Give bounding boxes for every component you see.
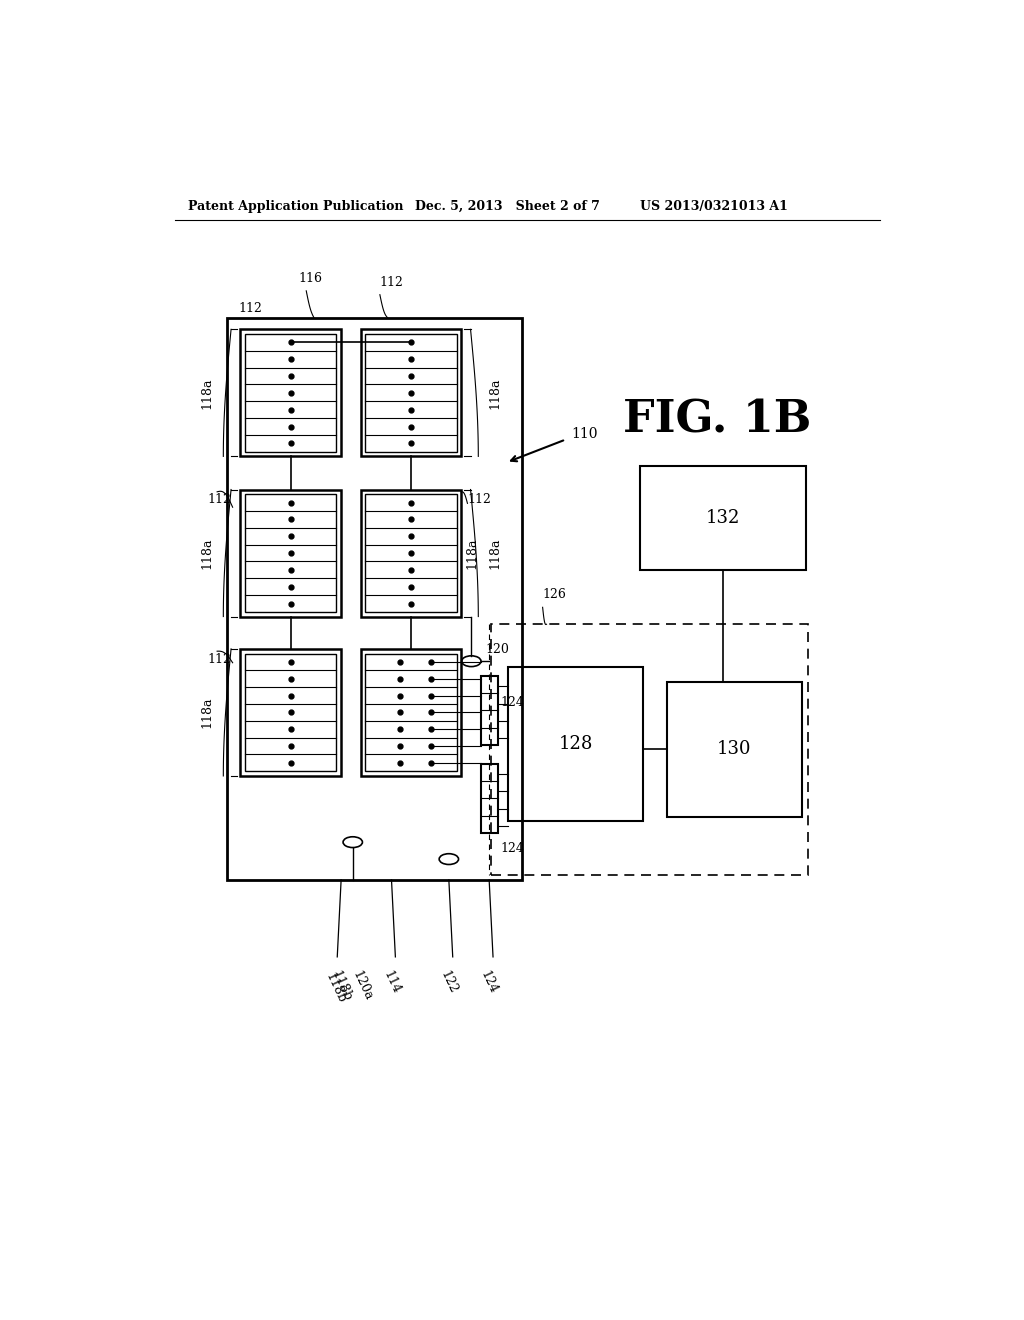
Bar <box>667 682 802 817</box>
Bar <box>245 494 337 612</box>
Bar <box>360 649 461 776</box>
Text: 120: 120 <box>485 643 509 656</box>
Bar <box>490 624 809 875</box>
Text: 118a: 118a <box>488 378 502 409</box>
Bar <box>241 490 341 616</box>
Bar <box>480 676 498 744</box>
Bar <box>245 334 337 451</box>
Text: 124: 124 <box>478 969 500 995</box>
Text: 118b: 118b <box>329 969 354 1003</box>
Text: 112: 112 <box>467 494 492 507</box>
Bar <box>508 667 643 821</box>
Text: 124: 124 <box>500 842 524 855</box>
Text: 112: 112 <box>380 276 403 289</box>
Text: 112: 112 <box>208 494 231 507</box>
Text: 124: 124 <box>500 696 524 709</box>
Text: 132: 132 <box>706 510 740 528</box>
Text: 126: 126 <box>543 589 566 601</box>
Text: 118a: 118a <box>201 537 213 569</box>
Bar <box>366 653 457 771</box>
Text: 118a: 118a <box>201 697 213 729</box>
Bar <box>360 490 461 616</box>
Bar <box>360 330 461 457</box>
Bar <box>241 649 341 776</box>
Text: 116: 116 <box>299 272 323 285</box>
Bar <box>366 494 457 612</box>
Bar <box>480 763 498 833</box>
Bar <box>227 318 521 880</box>
Text: Dec. 5, 2013   Sheet 2 of 7: Dec. 5, 2013 Sheet 2 of 7 <box>415 199 600 213</box>
Text: 112: 112 <box>208 653 231 665</box>
Text: 118a: 118a <box>465 537 478 569</box>
Text: 114: 114 <box>381 969 402 995</box>
Text: Patent Application Publication: Patent Application Publication <box>188 199 403 213</box>
Text: 130: 130 <box>717 741 752 759</box>
Bar <box>366 334 457 451</box>
Text: 118b: 118b <box>323 970 348 1006</box>
Bar <box>640 466 806 570</box>
Bar <box>245 653 337 771</box>
Text: US 2013/0321013 A1: US 2013/0321013 A1 <box>640 199 787 213</box>
Text: FIG. 1B: FIG. 1B <box>623 399 811 442</box>
Bar <box>241 330 341 457</box>
Text: 120a: 120a <box>349 969 375 1002</box>
Text: 118a: 118a <box>201 378 213 409</box>
Text: 128: 128 <box>558 735 593 752</box>
Text: 112: 112 <box>239 302 263 315</box>
Text: 110: 110 <box>571 428 598 441</box>
Text: 122: 122 <box>438 969 460 995</box>
Text: 118a: 118a <box>488 537 502 569</box>
